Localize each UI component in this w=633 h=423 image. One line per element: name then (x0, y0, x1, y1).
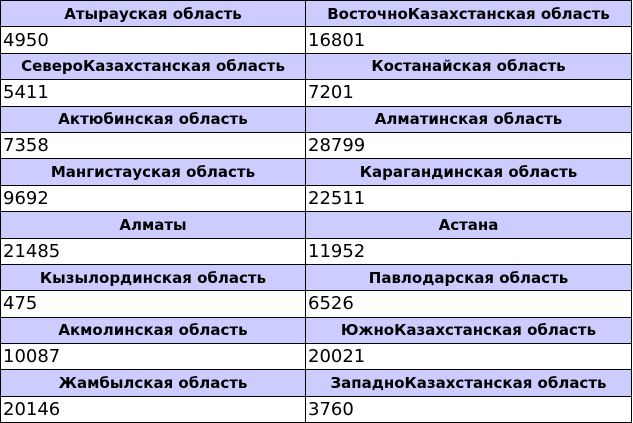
region-name-cell: Мангистауская область (0, 158, 306, 186)
region-value-cell: 21485 (0, 237, 306, 265)
region-name-cell: Атырауская область (0, 0, 306, 28)
region-name-cell: ВосточноКазахстанская область (305, 0, 632, 28)
region-value-cell: 22511 (305, 184, 632, 213)
region-value-cell: 10087 (0, 343, 306, 371)
region-value-cell: 7201 (305, 79, 632, 107)
region-name-cell: Алматы (0, 211, 306, 239)
header-row: Актюбинская область Алматинская область (0, 105, 632, 133)
value-row: 20146 3760 (0, 395, 632, 423)
region-value-cell: 5411 (0, 79, 306, 107)
region-value-cell: 4950 (0, 26, 306, 54)
header-row: СевероКазахстанская область Костанайская … (0, 52, 632, 81)
value-row: 7358 28799 (0, 131, 632, 160)
region-name-cell: Астана (305, 211, 632, 239)
region-value-cell: 9692 (0, 184, 306, 213)
region-value-cell: 28799 (305, 131, 632, 160)
region-name-cell: Акмолинская область (0, 316, 306, 345)
region-value-cell: 20021 (305, 343, 632, 371)
region-name-cell: Павлодарская область (305, 263, 632, 292)
region-value-cell: 11952 (305, 237, 632, 265)
region-name-cell: ЮжноКазахстанская область (305, 316, 632, 345)
region-value-cell: 7358 (0, 131, 306, 160)
value-row: 9692 22511 (0, 184, 632, 213)
region-name-cell: Актюбинская область (0, 105, 306, 133)
value-row: 5411 7201 (0, 79, 632, 107)
region-value-cell: 3760 (305, 395, 632, 423)
value-row: 10087 20021 (0, 343, 632, 371)
header-row: Жамбылская область ЗападноКазахстанская о… (0, 369, 632, 397)
header-row: Атырауская область ВосточноКазахстанская … (0, 0, 632, 28)
region-name-cell: Костанайская область (305, 52, 632, 81)
header-row: Мангистауская область Карагандинская обла… (0, 158, 632, 186)
region-name-cell: Карагандинская область (305, 158, 632, 186)
region-name-cell: ЗападноКазахстанская область (305, 369, 632, 397)
region-value-cell: 16801 (305, 26, 632, 54)
region-value-cell: 6526 (305, 290, 632, 318)
region-value-cell: 20146 (0, 395, 306, 423)
header-row: Акмолинская область ЮжноКазахстанская обл… (0, 316, 632, 345)
region-name-cell: Жамбылская область (0, 369, 306, 397)
value-row: 21485 11952 (0, 237, 632, 265)
region-name-cell: СевероКазахстанская область (0, 52, 306, 81)
value-row: 475 6526 (0, 290, 632, 318)
value-row: 4950 16801 (0, 26, 632, 54)
header-row: Кызылординская область Павлодарская облас… (0, 263, 632, 292)
region-value-cell: 475 (0, 290, 306, 318)
region-name-cell: Алматинская область (305, 105, 632, 133)
region-name-cell: Кызылординская область (0, 263, 306, 292)
header-row: Алматы Астана (0, 211, 632, 239)
